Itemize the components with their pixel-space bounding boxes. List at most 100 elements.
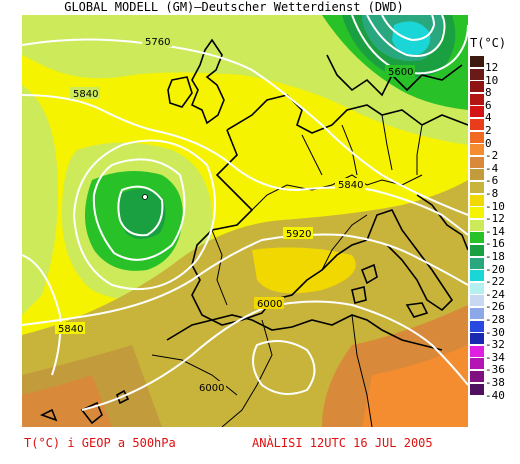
coast-scandinavia bbox=[326, 54, 463, 97]
isoline-sahara-high bbox=[252, 340, 316, 395]
legend-label: -16 bbox=[485, 237, 505, 251]
legend-label: 0 bbox=[485, 136, 492, 150]
coast-italy bbox=[366, 209, 454, 312]
legend-label: -30 bbox=[485, 325, 505, 339]
contour-label-5840-east: 5840 bbox=[338, 180, 363, 191]
legend-label: -36 bbox=[485, 363, 505, 377]
coast-britain bbox=[190, 38, 225, 125]
legend-swatch bbox=[470, 295, 484, 307]
contour-label-5920: 5920 bbox=[286, 229, 311, 240]
legend-swatch bbox=[470, 119, 484, 130]
legend-swatch bbox=[470, 345, 484, 357]
legend-label: -12 bbox=[485, 212, 505, 226]
legend-label: -32 bbox=[485, 338, 505, 352]
coast-ireland bbox=[167, 76, 193, 108]
border-central-europe bbox=[301, 114, 423, 176]
coast-north-europe bbox=[226, 94, 468, 134]
contour-label-5760: 5760 bbox=[145, 37, 170, 48]
contour-label-6000-south: 6000 bbox=[199, 383, 224, 394]
coast-north-africa bbox=[166, 314, 443, 351]
isoline-north-inner bbox=[381, 15, 436, 42]
isoline-north-mid bbox=[366, 15, 446, 57]
legend-swatch bbox=[470, 144, 484, 156]
legend-label: -34 bbox=[485, 350, 505, 364]
band-minus14-west bbox=[22, 85, 58, 315]
band-minus2-southeast bbox=[362, 345, 468, 427]
legend-label: -18 bbox=[485, 250, 505, 263]
legend-swatch bbox=[470, 219, 484, 231]
legend-swatch bbox=[470, 93, 484, 105]
border-morocco-algeria bbox=[221, 319, 273, 427]
border-algeria-tunisia-libya bbox=[351, 314, 373, 427]
contour-label-bg-6000-south bbox=[196, 381, 226, 393]
band-minus22-north bbox=[392, 21, 431, 55]
footer-variable-label: T(°C) i GEOP a 500hPa bbox=[24, 436, 176, 450]
legend-swatch bbox=[470, 131, 484, 143]
coast-france-iberia bbox=[191, 129, 368, 326]
isoline-low-inner bbox=[117, 185, 164, 237]
contour-labels: 5760 5840 5600 5840 5920 6000 5840 6000 bbox=[55, 35, 415, 394]
contour-label-bg-5760 bbox=[142, 35, 172, 47]
contour-label-bg-5840-east bbox=[335, 178, 365, 190]
legend-label: -28 bbox=[485, 313, 505, 326]
legend-swatch bbox=[470, 194, 484, 206]
legend-swatch bbox=[470, 333, 484, 345]
band-minus10-iberia bbox=[252, 247, 356, 294]
isoline-5760 bbox=[22, 38, 468, 216]
contour-label-bg-5600 bbox=[385, 65, 415, 77]
legend-swatch bbox=[470, 169, 484, 181]
footer-analysis-time: ANÀLISI 12UTC 16 JUL 2005 bbox=[252, 436, 433, 450]
legend-swatch bbox=[470, 156, 484, 168]
legend-swatch bbox=[470, 207, 484, 219]
legend-swatch bbox=[470, 245, 484, 256]
legend-label: -20 bbox=[485, 262, 505, 276]
geopotential-isolines bbox=[22, 15, 468, 411]
legend-label: -38 bbox=[485, 376, 505, 389]
isoline-west-arc bbox=[22, 254, 62, 376]
legend-swatch bbox=[470, 56, 484, 67]
legend-label: -8 bbox=[485, 187, 499, 200]
legend-label: -2 bbox=[485, 149, 499, 163]
legend-swatch bbox=[470, 232, 484, 244]
legend-label: 10 bbox=[485, 73, 499, 87]
coast-canary-islands bbox=[39, 389, 130, 425]
contour-label-5600: 5600 bbox=[388, 67, 413, 78]
border-portugal-spain bbox=[211, 229, 228, 306]
contour-label-bg-6000-north bbox=[254, 297, 284, 309]
legend-label: -26 bbox=[485, 300, 505, 314]
legend-label: 12 bbox=[485, 61, 499, 74]
isoline-north-outer bbox=[351, 15, 468, 75]
contour-label-5840-southwest: 5840 bbox=[58, 324, 83, 335]
isoline-6000 bbox=[81, 300, 468, 411]
legend-swatch bbox=[470, 358, 484, 370]
legend-label: -10 bbox=[485, 199, 505, 213]
legend-swatch bbox=[470, 81, 484, 93]
contour-label-6000-north: 6000 bbox=[257, 299, 282, 310]
legend-swatch bbox=[470, 282, 484, 294]
legend-label: -4 bbox=[485, 161, 499, 175]
legend-swatch bbox=[470, 383, 484, 395]
isoline-5920 bbox=[22, 233, 468, 326]
isoline-low-mid bbox=[92, 158, 186, 261]
weather-map: 5760 5840 5600 5840 5920 6000 5840 6000 bbox=[22, 15, 468, 427]
legend-label: 2 bbox=[485, 124, 492, 137]
map-title: GLOBAL MODELL (GM)—Deutscher Wetterdiens… bbox=[64, 0, 404, 14]
legend-swatch bbox=[470, 371, 484, 382]
isoline-5840-north bbox=[22, 94, 468, 236]
contour-label-bg-5840-southwest bbox=[55, 322, 85, 334]
low-centre-marker bbox=[142, 194, 148, 200]
band-minus18-low bbox=[118, 188, 166, 239]
legend-swatch bbox=[470, 270, 484, 282]
legend-label: -14 bbox=[485, 224, 505, 238]
coast-balkans bbox=[416, 194, 468, 251]
legend-label: -6 bbox=[485, 174, 499, 188]
coast-sicily bbox=[405, 302, 429, 318]
legend-label: -22 bbox=[485, 275, 505, 289]
legend-label: 8 bbox=[485, 86, 492, 100]
contour-label-5840-west: 5840 bbox=[73, 89, 98, 100]
border-alps bbox=[321, 214, 368, 271]
legend-swatch bbox=[470, 106, 484, 118]
legend-label: -24 bbox=[485, 287, 505, 301]
legend-unit-label: T(°C) bbox=[470, 36, 507, 50]
contour-label-bg-5920 bbox=[283, 227, 313, 239]
